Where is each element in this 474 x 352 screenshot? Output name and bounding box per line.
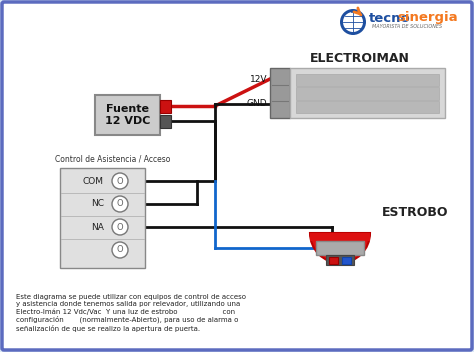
Text: COM: COM bbox=[83, 176, 104, 186]
Text: tecno: tecno bbox=[369, 12, 411, 25]
Circle shape bbox=[112, 242, 128, 258]
Circle shape bbox=[112, 219, 128, 235]
Bar bbox=[296, 101, 439, 113]
Text: O: O bbox=[117, 200, 123, 208]
Bar bbox=[329, 257, 338, 264]
Bar bbox=[270, 68, 290, 118]
Circle shape bbox=[343, 12, 363, 32]
Bar bbox=[316, 241, 364, 255]
Text: sinergia: sinergia bbox=[398, 12, 458, 25]
Bar bbox=[95, 95, 160, 135]
Circle shape bbox=[340, 9, 366, 35]
Circle shape bbox=[112, 196, 128, 212]
Bar bbox=[296, 74, 439, 86]
Bar bbox=[290, 68, 445, 118]
Text: 12V: 12V bbox=[249, 75, 267, 83]
Text: Este diagrama se puede utilizar con equipos de control de acceso
y asistencia do: Este diagrama se puede utilizar con equi… bbox=[16, 294, 246, 332]
Bar bbox=[326, 255, 354, 265]
Text: MAYORISTA DE SOLUCIONES: MAYORISTA DE SOLUCIONES bbox=[372, 25, 442, 30]
Bar bbox=[296, 87, 439, 100]
Text: Fuente
12 VDC: Fuente 12 VDC bbox=[105, 104, 150, 126]
Text: ELECTROIMAN: ELECTROIMAN bbox=[310, 51, 410, 64]
Bar bbox=[342, 257, 351, 264]
Text: NC: NC bbox=[91, 200, 104, 208]
Text: O: O bbox=[117, 176, 123, 186]
Text: NA: NA bbox=[91, 222, 104, 232]
Text: O: O bbox=[117, 222, 123, 232]
Circle shape bbox=[112, 173, 128, 189]
Text: Control de Asistencia / Acceso: Control de Asistencia / Acceso bbox=[55, 155, 170, 163]
Bar bbox=[310, 233, 370, 241]
Bar bbox=[60, 168, 145, 268]
Bar bbox=[160, 100, 171, 113]
Bar bbox=[160, 115, 171, 128]
Text: ESTROBO: ESTROBO bbox=[382, 207, 448, 220]
Text: GND: GND bbox=[246, 100, 267, 108]
Wedge shape bbox=[310, 233, 370, 263]
Text: O: O bbox=[117, 245, 123, 254]
